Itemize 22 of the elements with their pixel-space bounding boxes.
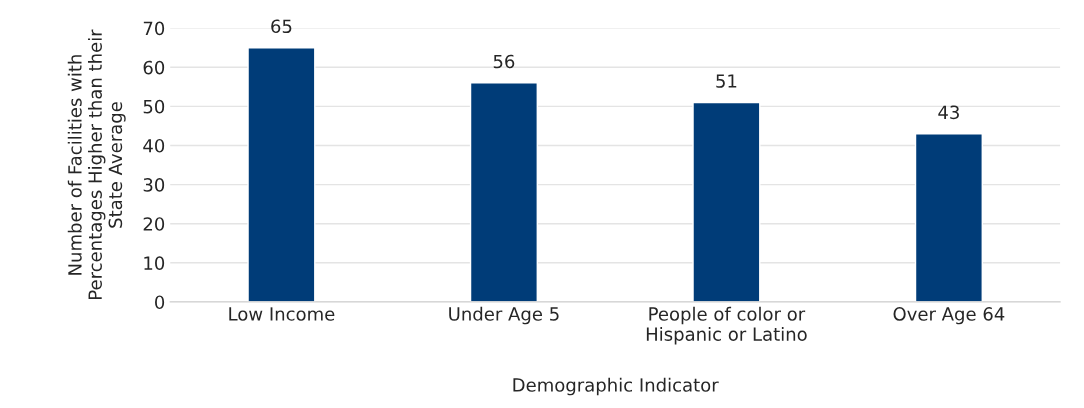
data-label: 51 [716,74,737,88]
bar [914,133,983,302]
y-tick-label: 30 [143,178,165,192]
bar [692,101,761,302]
bar [469,82,538,302]
x-axis-title: Demographic Indicator [513,377,719,396]
y-tick-label: 70 [143,21,165,36]
data-label: 65 [271,19,292,34]
x-tick-label: Low Income [229,307,335,321]
x-tick-label: People of color or Hispanic or Latino [646,306,807,345]
y-tick-label: 20 [143,217,165,231]
data-label: 56 [493,54,515,69]
y-tick-label: 60 [143,60,165,75]
x-tick-label: Over Age 64 [893,307,1005,325]
x-tick-label: Under Age 5 [449,306,559,325]
y-tick-label: 0 [155,295,165,310]
y-axis-title: Number of Facilities with Percentages Higher than their State Average [67,29,126,299]
y-tick-label: 50 [143,99,165,114]
bar [247,47,316,302]
y-tick-label: 10 [144,256,165,270]
data-label: 43 [938,105,959,120]
y-tick-label: 40 [143,138,165,153]
